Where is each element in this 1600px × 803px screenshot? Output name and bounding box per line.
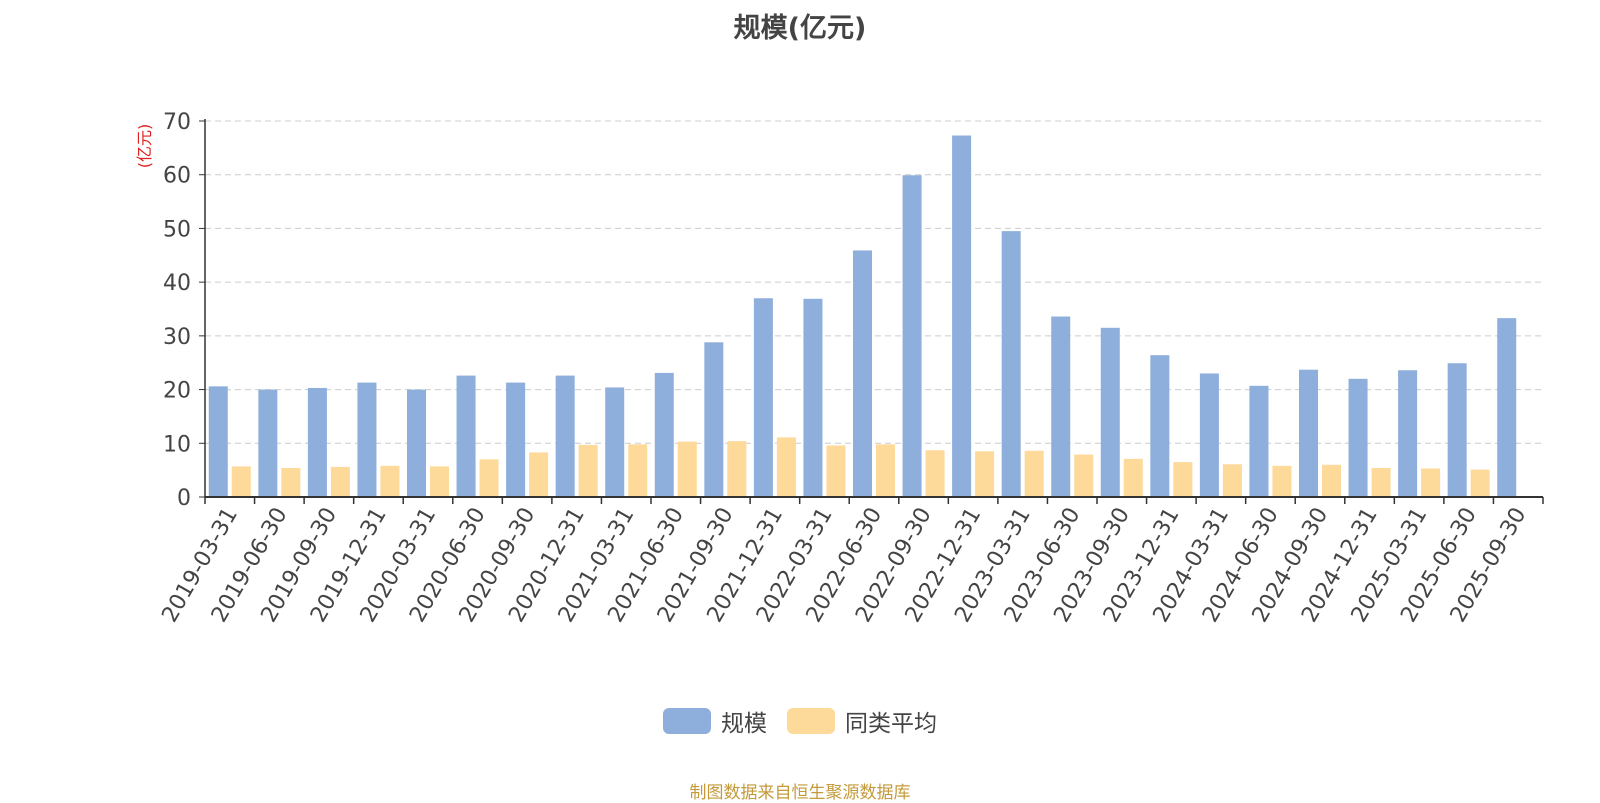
bar-scale <box>1100 327 1120 497</box>
bar-peer-average <box>925 450 945 497</box>
bar-scale <box>654 372 674 497</box>
chart-title: 规模(亿元) <box>733 13 867 44</box>
bar-scale <box>307 387 327 497</box>
bar-peer-average <box>330 466 350 497</box>
bar-scale <box>1348 378 1368 497</box>
bar-peer-average <box>876 444 895 497</box>
legend: 规模 同类平均 <box>0 704 1600 738</box>
legend-label-peer-average: 同类平均 <box>845 711 937 737</box>
bar-scale <box>1447 363 1467 497</box>
bar-peer-average <box>380 465 400 497</box>
bar-peer-average <box>1421 468 1441 497</box>
bar-peer-average <box>776 437 796 497</box>
bar-scale <box>1249 385 1269 497</box>
bar-scale <box>952 135 972 497</box>
bar-scale <box>1051 316 1071 497</box>
y-tick-label: 70 <box>163 110 191 135</box>
legend-item-scale[interactable]: 规模 <box>663 704 767 738</box>
y-tick-label: 50 <box>163 217 191 242</box>
bar-scale <box>258 389 278 497</box>
bar-scale <box>704 342 724 497</box>
bar-peer-average <box>1074 454 1094 497</box>
bar-peer-average <box>628 444 648 497</box>
bar-scale <box>357 382 377 497</box>
y-tick-label: 10 <box>163 432 191 457</box>
bar-scale <box>1398 370 1418 497</box>
bar-peer-average <box>677 441 697 497</box>
bar-peer-average <box>529 452 549 497</box>
bar-peer-average <box>1272 465 1292 497</box>
y-tick-label: 20 <box>163 379 191 404</box>
legend-item-peer-average[interactable]: 同类平均 <box>787 704 937 738</box>
bar-peer-average <box>1024 450 1044 497</box>
y-tick-label: 40 <box>163 271 191 296</box>
bar-peer-average <box>281 467 301 497</box>
bar-peer-average <box>231 466 251 497</box>
bar-scale <box>208 386 228 497</box>
source-note: 制图数据来自恒生聚源数据库 <box>689 783 911 803</box>
bar-scale <box>902 175 922 497</box>
bar-peer-average <box>727 441 747 497</box>
bar-scale <box>1001 231 1021 497</box>
bar-scale <box>456 375 476 497</box>
bar-peer-average <box>1371 467 1391 497</box>
bar-scale <box>407 389 426 497</box>
bar-peer-average <box>826 445 846 497</box>
legend-swatch-scale <box>663 708 711 734</box>
y-axis-label: (亿元) <box>135 124 154 169</box>
y-tick-label: 60 <box>163 164 191 189</box>
bar-scale <box>1299 369 1318 497</box>
bar-peer-average <box>975 451 995 497</box>
y-tick-label: 30 <box>163 325 191 350</box>
bar-peer-average <box>1322 464 1341 497</box>
bar-peer-average <box>479 459 499 497</box>
bar-peer-average <box>1173 462 1193 497</box>
bar-peer-average <box>1123 458 1143 497</box>
bar-peer-average <box>1222 464 1242 497</box>
bar-scale <box>1497 318 1517 497</box>
bar-scale <box>803 298 823 497</box>
bar-peer-average <box>1470 469 1490 497</box>
bar-peer-average <box>430 466 449 497</box>
bar-scale <box>853 250 872 497</box>
bar-scale <box>506 382 526 497</box>
bar-scale <box>1150 355 1170 497</box>
bar-scale <box>1199 373 1219 497</box>
bar-scale <box>753 298 773 497</box>
y-tick-label: 0 <box>177 486 191 511</box>
legend-label-scale: 规模 <box>721 711 767 737</box>
bar-peer-average <box>578 444 598 497</box>
legend-swatch-peer-average <box>787 708 835 734</box>
bar-scale <box>555 375 575 497</box>
bar-scale <box>605 387 625 497</box>
